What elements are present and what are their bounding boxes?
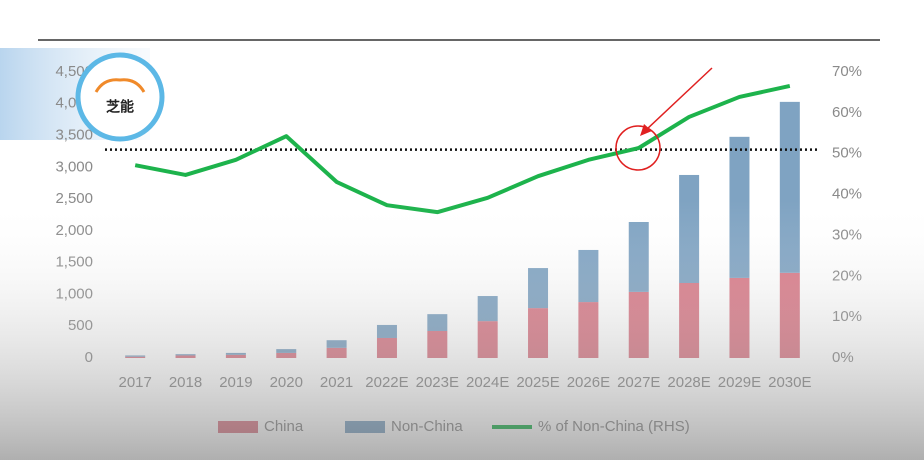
- y2-tick-label: 10%: [832, 308, 862, 325]
- legend-label: China: [264, 418, 304, 435]
- bar: [376, 337, 397, 358]
- x-tick-label: 2019: [219, 374, 252, 391]
- y-tick-label: 3,000: [55, 158, 93, 175]
- y-tick-label: 2,000: [55, 222, 93, 239]
- bar: [427, 330, 448, 358]
- x-tick-label: 2029E: [718, 374, 761, 391]
- bar: [578, 249, 599, 303]
- logo-car: [94, 78, 146, 93]
- bar: [779, 101, 800, 273]
- y2-tick-label: 70%: [832, 63, 862, 80]
- y2-tick-label: 20%: [832, 267, 862, 284]
- x-tick-label: 2022E: [365, 374, 408, 391]
- highlight-circle: [615, 125, 661, 171]
- y2-tick-label: 40%: [832, 186, 862, 203]
- x-tick-label: 2028E: [667, 374, 710, 391]
- y-tick-label: 3,500: [55, 127, 93, 144]
- x-tick-label: 2025E: [516, 374, 559, 391]
- bar: [225, 352, 246, 355]
- bar: [427, 314, 448, 331]
- bar: [528, 268, 549, 309]
- x-tick-label: 2030E: [768, 374, 811, 391]
- legend-label: % of Non-China (RHS): [538, 418, 690, 435]
- x-tick-label: 2023E: [416, 374, 459, 391]
- y2-tick-label: 0%: [832, 349, 854, 366]
- bar: [679, 174, 700, 284]
- legend-label: Non-China: [391, 418, 463, 435]
- logo: [75, 52, 165, 142]
- x-tick-label: 2026E: [567, 374, 610, 391]
- bar: [477, 321, 498, 358]
- bar: [628, 291, 649, 358]
- arrow: [645, 67, 713, 131]
- bar: [225, 354, 246, 358]
- y-tick-label: 2,500: [55, 190, 93, 207]
- y2-tick-label: 30%: [832, 226, 862, 243]
- bar: [779, 272, 800, 358]
- y-tick-label: 0: [85, 349, 93, 366]
- x-tick-label: 2021: [320, 374, 353, 391]
- arrow-head: [640, 124, 652, 136]
- bar: [477, 296, 498, 322]
- bar: [528, 308, 549, 358]
- bar: [679, 283, 700, 358]
- y2-tick-label: 60%: [832, 104, 862, 121]
- bar: [276, 349, 297, 353]
- y2-tick-label: 50%: [832, 145, 862, 162]
- x-tick-label: 2020: [270, 374, 303, 391]
- bar: [729, 277, 750, 358]
- bar: [125, 356, 146, 358]
- x-tick-label: 2024E: [466, 374, 509, 391]
- bar: [326, 347, 347, 358]
- legend-swatch: [345, 421, 385, 433]
- bar: [628, 221, 649, 292]
- bar: [276, 352, 297, 358]
- bar: [729, 136, 750, 278]
- y-tick-label: 500: [68, 317, 93, 334]
- bar: [175, 354, 196, 356]
- y-tick-label: 1,500: [55, 254, 93, 271]
- legend-swatch: [218, 421, 258, 433]
- x-tick-label: 2018: [169, 374, 202, 391]
- plot: 05001,0001,5002,0002,5003,0003,5004,0004…: [55, 63, 862, 435]
- x-tick-label: 2027E: [617, 374, 660, 391]
- bar: [376, 324, 397, 338]
- bar: [125, 355, 146, 357]
- logo-text: 芝能: [106, 99, 134, 115]
- bar: [326, 340, 347, 348]
- x-tick-label: 2017: [118, 374, 151, 391]
- y-tick-label: 1,000: [55, 285, 93, 302]
- bar: [578, 302, 599, 358]
- bar: [175, 355, 196, 358]
